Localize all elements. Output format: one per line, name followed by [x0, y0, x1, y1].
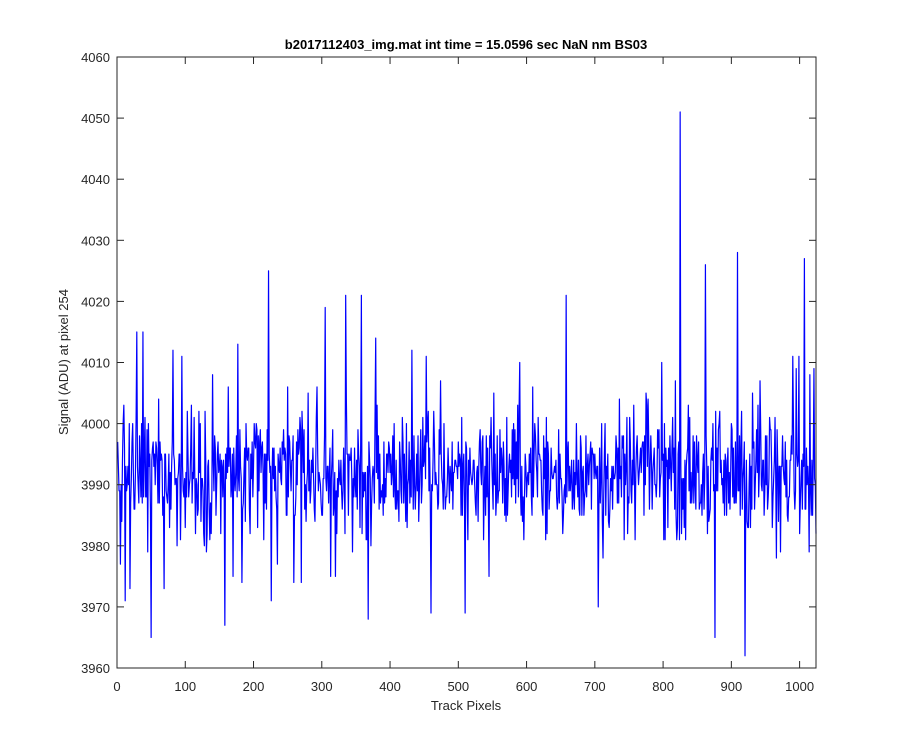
y-tick-label: 4010 [81, 356, 110, 371]
x-tick-label: 900 [721, 679, 743, 694]
x-tick-label: 1000 [785, 679, 814, 694]
y-tick-label: 3980 [81, 539, 110, 554]
x-tick-label: 0 [113, 679, 120, 694]
y-tick-label: 4040 [81, 172, 110, 187]
x-tick-label: 100 [174, 679, 196, 694]
x-tick-label: 500 [447, 679, 469, 694]
x-tick-label: 200 [243, 679, 265, 694]
x-tick-label: 700 [584, 679, 606, 694]
y-tick-label: 4020 [81, 294, 110, 309]
chart-title: b2017112403_img.mat int time = 15.0596 s… [285, 37, 647, 52]
x-tick-label: 600 [516, 679, 538, 694]
ticks-layer: 0 100 200 300 400 500 600 700 800 900 1000 3960 3970… [81, 50, 816, 694]
series-line-0 [117, 111, 817, 657]
y-axis-label: Signal (ADU) at pixel 254 [56, 289, 71, 435]
y-tick-label: 4000 [81, 417, 110, 432]
x-tick-label: 400 [379, 679, 401, 694]
y-tick-label: 3970 [81, 600, 110, 615]
y-tick-label: 3960 [81, 661, 110, 676]
y-tick-label: 4050 [81, 111, 110, 126]
x-tick-label: 300 [311, 679, 333, 694]
y-tick-label: 3990 [81, 478, 110, 493]
y-tick-label: 4060 [81, 50, 110, 65]
x-axis-label: Track Pixels [431, 698, 502, 713]
series-layer [117, 111, 817, 657]
x-tick-label: 800 [652, 679, 674, 694]
y-tick-label: 4030 [81, 233, 110, 248]
plot-area [117, 57, 816, 668]
